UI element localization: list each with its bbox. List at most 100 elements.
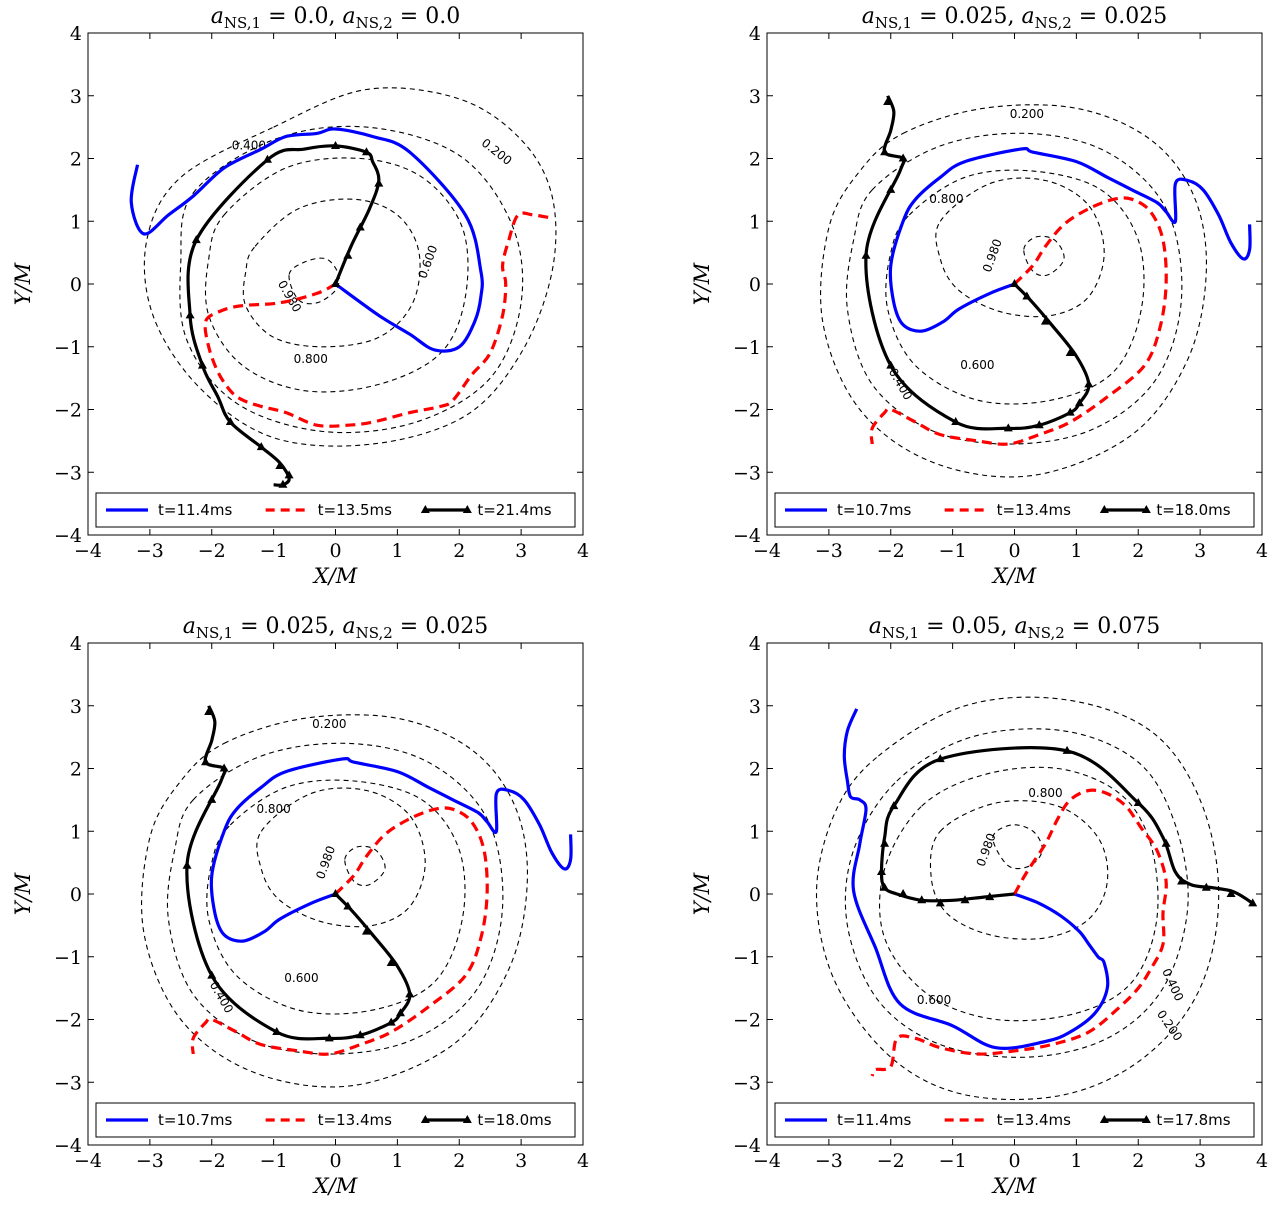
y-tick-label: 0 (70, 274, 82, 296)
series-marker (331, 889, 340, 897)
contour-line (879, 766, 1159, 1022)
contour-line (935, 177, 1105, 318)
series-marker (278, 479, 288, 488)
contour-label: 0.980 (275, 278, 304, 315)
series-marker (1040, 316, 1050, 325)
series-marker (374, 178, 384, 187)
contour-line (166, 742, 504, 1055)
x-tick-label: −2 (877, 1150, 905, 1172)
y-tick-label: −3 (54, 1072, 82, 1094)
plot-area: 0.200 0.800 0.980 0.600 0.400 (141, 705, 573, 1088)
x-tick-label: 3 (515, 540, 527, 562)
series-marker (386, 1017, 396, 1026)
series-marker (1062, 745, 1072, 754)
contour-label: 0.980 (313, 844, 338, 881)
series-marker (917, 895, 927, 904)
series-marker (256, 442, 266, 451)
legend-label: t=17.8ms (1156, 1111, 1230, 1129)
x-tick-label: 4 (577, 540, 589, 562)
contour-label: 0.600 (284, 971, 318, 985)
x-tick-label: 4 (577, 1150, 589, 1172)
plot-area: 0.800 0.980 0.600 0.400 0.200 (815, 696, 1258, 1101)
legend-label: t=10.7ms (158, 1111, 232, 1129)
x-tick-label: −2 (877, 540, 905, 562)
series-marker (262, 154, 272, 163)
y-tick-label: 4 (749, 23, 761, 45)
series-marker (204, 707, 214, 716)
y-tick-label: −1 (733, 947, 761, 969)
series-line-3 (186, 144, 381, 487)
y-tick-label: −4 (54, 1135, 82, 1157)
series-marker (1248, 898, 1258, 907)
y-tick-label: −3 (733, 462, 761, 484)
legend-marker (420, 505, 430, 513)
y-tick-label: 3 (70, 696, 82, 718)
series-marker (182, 860, 192, 869)
x-tick-label: −2 (198, 1150, 226, 1172)
x-tick-label: 2 (1132, 540, 1144, 562)
series-marker (272, 1027, 282, 1036)
contour-label: 0.980 (980, 237, 1005, 274)
x-tick-label: 0 (1008, 1150, 1020, 1172)
contour-line (242, 198, 421, 348)
y-tick-label: 2 (749, 759, 761, 781)
x-tick-label: 2 (453, 1150, 465, 1172)
series-marker (883, 97, 893, 106)
y-tick-label: −1 (54, 947, 82, 969)
contour-line (143, 87, 557, 447)
series-marker (1161, 838, 1171, 847)
x-tick-label: 2 (1132, 1150, 1144, 1172)
chart-panel-4: 0.800 0.980 0.600 0.400 0.200 −4−4 −3 −3 −2 −2 −1 −… (690, 614, 1268, 1198)
x-tick-label: −4 (753, 540, 781, 562)
y-tick-label: 1 (749, 821, 761, 843)
series-marker (1133, 798, 1143, 807)
legend-label: t=18.0ms (477, 1111, 551, 1129)
x-tick-label: 0 (329, 540, 341, 562)
legend-label: t=18.0ms (1156, 501, 1230, 519)
x-tick-label: −3 (136, 540, 164, 562)
series-marker (343, 250, 353, 259)
contour-label: 0.800 (929, 192, 963, 206)
y-axis-label: Y/M (690, 262, 714, 305)
y-axis-label: Y/M (690, 872, 714, 915)
y-tick-label: 4 (70, 633, 82, 655)
series-marker (1022, 291, 1032, 300)
contour-line (288, 257, 340, 305)
x-tick-label: −4 (74, 540, 102, 562)
y-tick-label: −1 (54, 337, 82, 359)
series-marker (207, 970, 217, 979)
y-tick-label: 1 (70, 211, 82, 233)
legend-marker (1141, 1115, 1151, 1123)
contour-line (992, 824, 1043, 870)
legend-marker (1141, 505, 1151, 513)
x-axis-label: X/M (991, 1174, 1037, 1198)
legend-label: t=13.4ms (318, 1111, 392, 1129)
series-marker (197, 360, 207, 369)
contour-label: 0.800 (1028, 786, 1062, 800)
series-marker (219, 763, 229, 772)
x-tick-label: −4 (753, 1150, 781, 1172)
contour-label: 0.200 (312, 717, 346, 731)
y-axis-label: Y/M (11, 872, 35, 915)
series-line-2 (870, 788, 1168, 1077)
y-axis-label: Y/M (11, 262, 35, 305)
series-marker (935, 754, 945, 763)
contour-label: 0.800 (256, 802, 290, 816)
x-tick-label: −2 (198, 540, 226, 562)
series-marker (1201, 882, 1211, 891)
series-marker (225, 417, 235, 426)
contour-label: 0.800 (294, 352, 328, 366)
y-tick-label: 1 (70, 821, 82, 843)
x-axis-label: X/M (312, 1174, 358, 1198)
legend-box (774, 492, 1255, 528)
series-marker (355, 1030, 365, 1039)
legend-marker (462, 505, 472, 513)
series-marker (343, 901, 353, 910)
series-marker (191, 235, 201, 244)
legend-box (95, 1102, 576, 1138)
series-marker (1177, 876, 1187, 885)
series-marker (935, 898, 945, 907)
contour-label: 0.400 (207, 979, 236, 1016)
series-marker (324, 1033, 334, 1042)
x-tick-label: 3 (1194, 540, 1206, 562)
